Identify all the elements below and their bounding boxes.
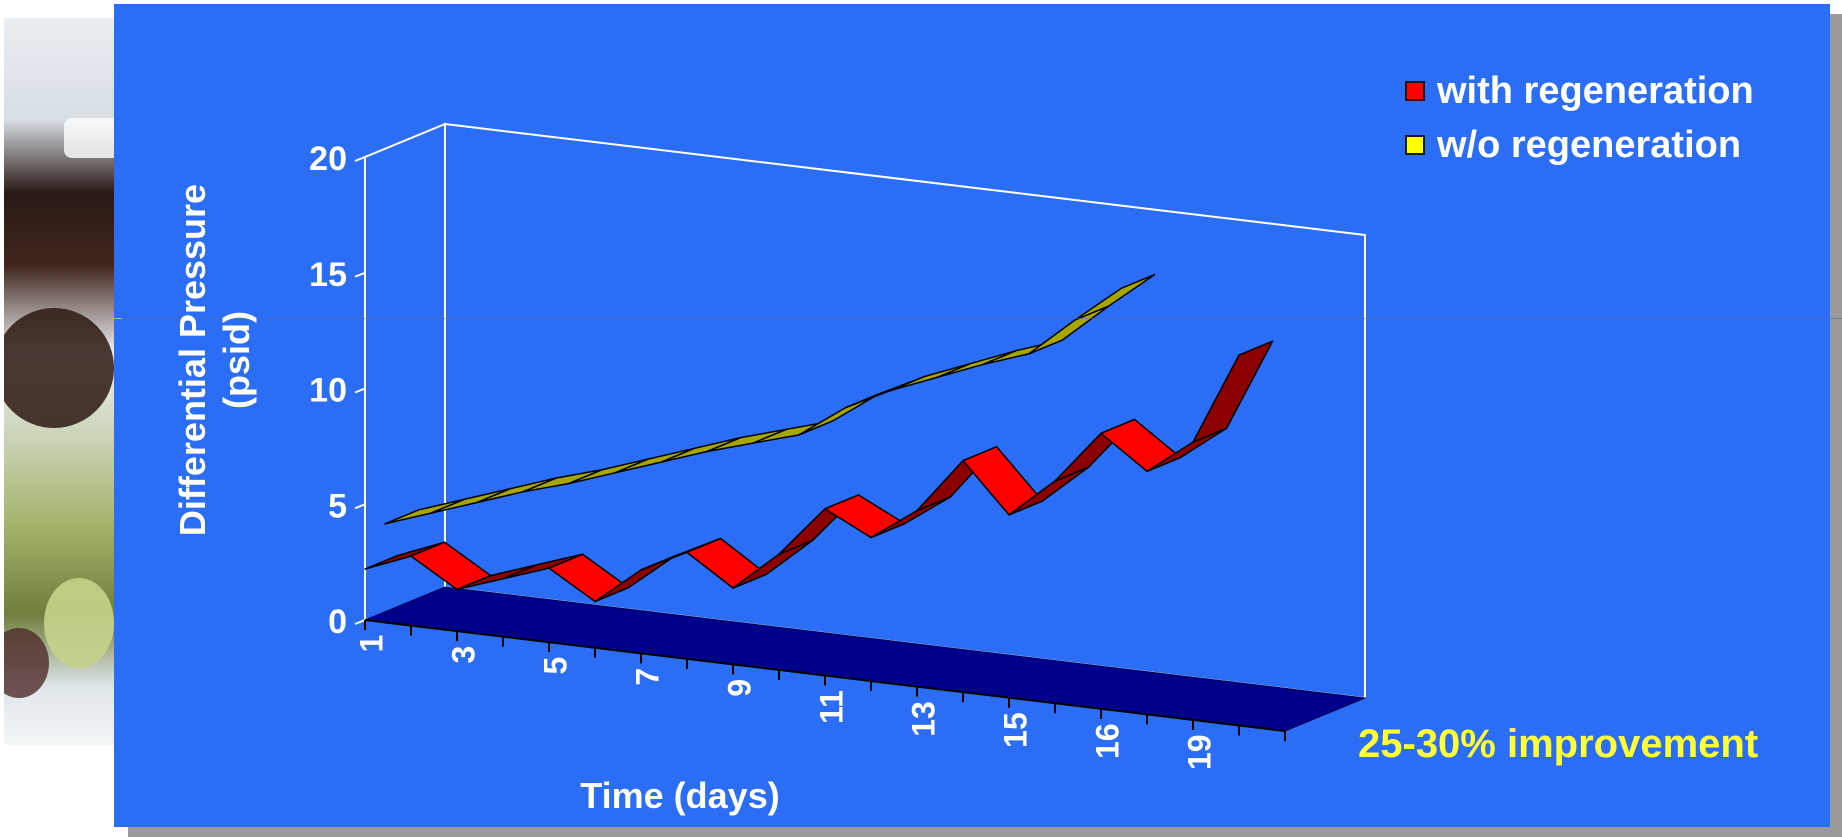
y-tick	[354, 271, 366, 278]
y-tick-label: 5	[328, 487, 347, 525]
improvement-annotation: 25-30% improvement	[1358, 722, 1759, 766]
series-segment	[430, 487, 512, 514]
x-tick-label: 1	[354, 635, 390, 653]
y-axis-title: Differential Pressure (psid)	[172, 183, 257, 537]
series-segment	[1100, 418, 1182, 473]
x-axis-title: Time (days)	[580, 775, 780, 816]
series-segment	[1192, 340, 1274, 443]
y-tick	[354, 503, 366, 510]
x-tick-label: 7	[630, 668, 666, 686]
series-segment	[476, 477, 558, 504]
x-tick-label: 9	[722, 679, 758, 697]
series-segment	[686, 537, 768, 589]
legend-item-without-regeneration: w/o regeneration	[1405, 118, 1754, 172]
x-tick-label: 15	[998, 712, 1034, 748]
series-segment	[824, 494, 906, 539]
series-segment	[660, 436, 742, 463]
slide-divider-line	[114, 318, 1842, 319]
y-axis: 0 5 10 15 20	[309, 140, 366, 641]
chart-floor	[363, 586, 1367, 732]
legend-item-with-regeneration: with regeneration	[1405, 64, 1754, 118]
legend-swatch-red	[1405, 81, 1425, 101]
x-tick-label: 3	[446, 646, 482, 664]
series-segment	[384, 498, 466, 525]
series-segment	[522, 468, 604, 493]
x-tick-label: 5	[538, 657, 574, 675]
series-segment	[890, 362, 972, 392]
x-tick-label: 11	[814, 690, 850, 724]
y-tick	[354, 156, 366, 162]
photo-shape	[4, 308, 114, 428]
series-segment	[614, 447, 696, 474]
photo-shape	[44, 578, 114, 668]
legend-label: with regeneration	[1437, 70, 1754, 112]
legend-swatch-yellow	[1405, 135, 1425, 155]
y-tick	[354, 619, 366, 625]
series-segment	[936, 349, 1018, 379]
series-marker-group	[365, 355, 1239, 601]
y-tick-label: 0	[328, 603, 347, 641]
x-tick-label: 16	[1090, 723, 1126, 759]
back-wall	[444, 123, 1366, 698]
series-group	[364, 273, 1274, 603]
series-segment	[1074, 273, 1156, 321]
x-tick-label: 13	[906, 701, 942, 737]
series-segment	[1028, 305, 1110, 355]
y-tick	[354, 387, 366, 394]
slide-divider-tick	[112, 318, 122, 319]
legend-label: w/o regeneration	[1437, 124, 1742, 166]
background-photo	[4, 18, 134, 745]
y-tick-label: 15	[309, 256, 347, 294]
y-tick-label: 10	[309, 372, 347, 410]
x-tick-label: 19	[1182, 734, 1218, 770]
y-tick-label: 20	[309, 140, 347, 178]
legend: with regeneration w/o regeneration	[1405, 64, 1754, 172]
series-segment	[706, 428, 788, 453]
floor-plane	[363, 586, 1367, 732]
series-segment	[568, 458, 650, 485]
